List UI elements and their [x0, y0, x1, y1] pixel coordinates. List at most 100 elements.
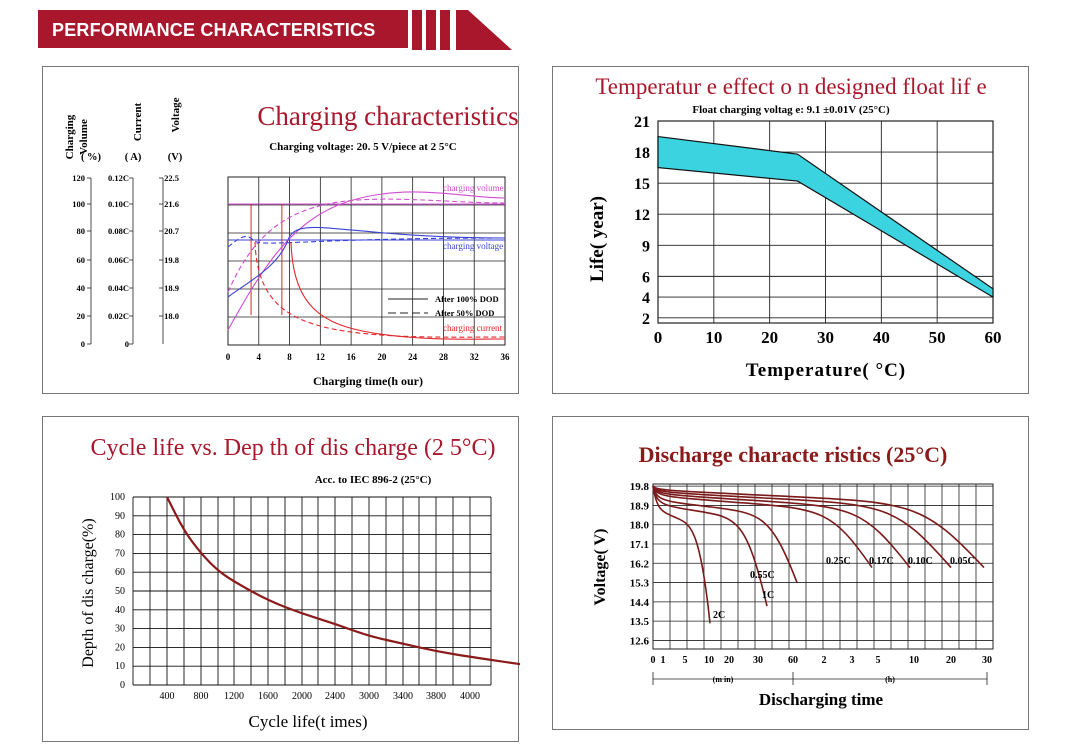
x-tick-label: 50: [929, 328, 946, 347]
chart-subtitle: Float charging voltag e: 9.1 ±0.01V (25°…: [692, 104, 890, 116]
axis-tick-label: 0.04C: [108, 283, 129, 293]
x-tick-label: 20: [761, 328, 778, 347]
series-line: [290, 241, 506, 340]
y-tick-label: 40: [115, 605, 125, 616]
chart-title: Discharge characte ristics (25°C): [639, 442, 948, 467]
y-tick-label: 9: [642, 238, 650, 255]
x-tick-label: 0: [651, 655, 656, 666]
x-tick-label: 2: [822, 655, 827, 666]
discharge-chart: 19.8 18.9 18.0 17.1 16.2 15.3 14.4 13.5 12.60 1 5 1…: [592, 442, 994, 709]
discharge-curve: [652, 485, 985, 569]
x-tick-label: 400: [160, 691, 175, 702]
temperature-effect-panel: 0 10 20 30 40 50 60 21 18 15 12 9 6 4 2 Temperatur e ef…: [552, 66, 1029, 394]
y-tick-label: 100: [110, 492, 125, 503]
x-axis-label: Cycle life(t imes): [249, 712, 368, 731]
y-tick-label: 4: [642, 290, 650, 307]
x-tick-label: 10: [704, 655, 714, 666]
discharge-characteristics-panel: 19.8 18.9 18.0 17.1 16.2 15.3 14.4 13.5 12.6 0 1 5 1…: [552, 416, 1029, 730]
axis-tick-label: 120: [72, 173, 85, 183]
y-tick-label: 50: [115, 586, 125, 597]
chart-title: Temperatur e effect o n designed float l…: [595, 74, 986, 99]
x-tick-label: 3800: [426, 691, 446, 702]
x-tick-label: 10: [705, 328, 722, 347]
y-tick-label: 90: [115, 511, 125, 522]
axis-tick-label: 0.02C: [108, 311, 129, 321]
series-label: charging current: [443, 323, 503, 333]
y-tick-label: 20: [115, 642, 125, 653]
x-tick-label: 0: [654, 328, 663, 347]
axis-unit: ( %): [81, 152, 102, 163]
axis-tick-label: 18.9: [164, 283, 179, 293]
x-tick-label: 20: [724, 655, 734, 666]
x-tick-label: 36: [501, 352, 511, 362]
y-tick-label: 60: [115, 567, 125, 578]
plot-frame: [652, 483, 994, 650]
axis-tick-label: 80: [77, 226, 86, 236]
axis-tick-label: 0.08C: [108, 226, 129, 236]
axis-tick-label: 0.12C: [108, 173, 129, 183]
y-tick-label: 80: [115, 530, 125, 541]
life-range-area: [657, 135, 994, 299]
x-tick-label: 28: [439, 352, 449, 362]
series-label: 0.10C: [908, 556, 933, 567]
y-tick-label: 13.5: [630, 616, 650, 628]
axis-title: Volume: [78, 119, 90, 155]
x-tick-label: 24: [408, 352, 418, 362]
x-tick-label: 1: [661, 655, 666, 666]
y-tick-label: 17.1: [630, 539, 649, 551]
x-tick-label: 20: [946, 655, 956, 666]
y-tick-label: 2: [642, 311, 650, 328]
axis-unit: ( A): [125, 152, 142, 163]
x-tick-label: 3: [850, 655, 855, 666]
chart-subtitle: Acc. to IEC 896-2 (25°C): [315, 474, 432, 486]
chart-subtitle: Charging voltage: 20. 5 V/piece at 2 5°C: [269, 141, 457, 153]
x-tick-label: 40: [873, 328, 890, 347]
y-tick-label: 15.3: [630, 578, 650, 590]
axis-tick-label: 0: [81, 339, 85, 349]
series-label: charging voltage: [443, 241, 503, 251]
y-tick-label: 12.6: [630, 635, 650, 647]
y-tick-label: 18.0: [630, 520, 650, 532]
x-tick-label: 1600: [258, 691, 278, 702]
cycle-life-panel: 100 90 80 70 60 50 40 30 20 10 0 400 800 1200 1600 2000…: [42, 416, 520, 742]
y-tick-label: 21: [634, 114, 650, 131]
x-tick-label: 2400: [325, 691, 345, 702]
axis-title: Current: [132, 103, 144, 142]
y-axis-label: Depth of dis charge(%): [80, 518, 97, 667]
x-tick-label: 4: [257, 352, 262, 362]
axis-tick-label: 100: [72, 199, 85, 209]
y-axis-label: Life( year): [587, 196, 608, 282]
y-tick-label: 18.9: [630, 500, 650, 512]
axis-tick-label: 20: [77, 311, 86, 321]
charging-chart: 0 4 8 12 16 20 24 28 32 36 120 100 80 60 40 20 0 0.12C 0.1…: [64, 97, 519, 388]
discharge-curve: [652, 485, 768, 607]
x-tick-label: 3400: [393, 691, 413, 702]
discharge-curve: [652, 486, 711, 624]
x-axis-label: Charging time(h our): [313, 374, 423, 388]
series-label: 0.05C: [950, 556, 975, 567]
y-tick-label: 10: [115, 661, 125, 672]
x-axis-label: Discharging time: [759, 690, 884, 709]
series-line: [227, 236, 506, 248]
discharge-curve: [652, 485, 798, 583]
axis-tick-label: 0.06C: [108, 255, 129, 265]
x-tick-label: 1200: [224, 691, 244, 702]
y-tick-label: 18: [634, 145, 650, 162]
x-tick-label: 30: [817, 328, 834, 347]
series-label: 2C: [713, 610, 725, 621]
x-tick-label: 30: [753, 655, 763, 666]
x-tick-label: 30: [982, 655, 992, 666]
x-tick-label: 60: [985, 328, 1002, 347]
cycle-life-curve: [166, 496, 520, 666]
axis-tick-label: 0.10C: [108, 199, 129, 209]
series-line: [227, 226, 506, 298]
x-tick-label: 4000: [460, 691, 480, 702]
axis-tick-label: 19.8: [164, 255, 179, 265]
series-label: charging volume: [443, 183, 504, 193]
temperature-chart: 0 10 20 30 40 50 60 21 18 15 12 9 6 4 2 Temperatur e ef…: [587, 74, 1002, 381]
series-label: 0.55C: [750, 570, 775, 581]
axis-tick-label: 40: [77, 283, 86, 293]
y-tick-label: 15: [634, 176, 650, 193]
axis-tick-label: 0: [125, 339, 129, 349]
